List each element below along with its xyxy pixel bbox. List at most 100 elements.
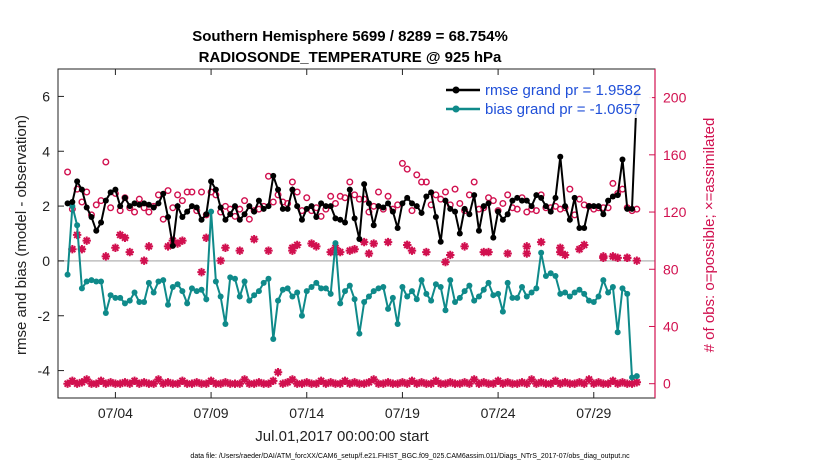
- bias-point: [165, 301, 172, 308]
- assimilated-baseline-point: [221, 378, 230, 387]
- assimilated-baseline-point: [594, 378, 603, 387]
- bias-point: [83, 278, 90, 285]
- possible-obs-point: [441, 188, 449, 196]
- assimilated-baseline-point: [249, 379, 259, 388]
- assimilated-obs-point: [264, 246, 273, 255]
- assimilated-obs-point: [68, 245, 77, 254]
- assimilated-baseline-point: [240, 375, 249, 384]
- bias-point: [69, 203, 76, 210]
- bias-point: [528, 289, 535, 296]
- assimilated-baseline-point: [154, 375, 163, 384]
- rmse-point: [495, 208, 502, 215]
- assimilated-obs-point: [359, 237, 369, 247]
- bias-point: [212, 278, 219, 285]
- rmse-point: [619, 156, 626, 163]
- assimilated-obs-point: [216, 256, 225, 265]
- bias-point: [413, 296, 420, 303]
- rmse-point: [246, 203, 253, 210]
- rmse-point: [217, 204, 224, 211]
- rmse-point: [165, 214, 172, 221]
- possible-obs-point: [183, 188, 191, 196]
- bias-point: [557, 290, 564, 297]
- assimilated-baseline-point: [321, 379, 331, 388]
- rmse-point: [102, 197, 109, 204]
- legend: rmse grand pr = 1.9582 bias grand pr = -…: [440, 78, 652, 118]
- bias-point: [466, 282, 473, 289]
- bias-point: [356, 330, 363, 337]
- assimilated-obs-point: [479, 247, 488, 257]
- assimilated-baseline-point: [206, 376, 216, 386]
- assimilated-obs-point: [599, 252, 608, 261]
- assimilated-baseline-point: [493, 376, 503, 386]
- bias-point: [576, 286, 583, 293]
- assimilated-obs-point: [336, 247, 345, 257]
- assimilated-baseline-point: [259, 379, 268, 388]
- assimilated-baseline-point: [580, 379, 589, 388]
- y-tick-label: -4: [38, 363, 51, 379]
- rmse-point: [260, 205, 267, 212]
- possible-obs-point: [504, 191, 512, 199]
- assimilated-obs-point: [632, 256, 642, 265]
- bias-point: [346, 282, 353, 289]
- bias-point: [284, 285, 291, 292]
- rmse-point: [193, 204, 200, 211]
- bias-point: [145, 279, 152, 286]
- bias-point: [380, 283, 387, 290]
- rmse-point: [212, 186, 219, 193]
- assimilated-baseline-point: [230, 379, 240, 388]
- bias-point: [141, 299, 148, 306]
- assimilated-baseline-point: [546, 379, 555, 388]
- assimilated-baseline-point: [551, 376, 560, 386]
- assimilated-baseline-point: [455, 379, 465, 388]
- assimilated-obs-point: [422, 247, 431, 257]
- bias-point: [318, 285, 325, 292]
- rmse-point: [523, 197, 530, 204]
- rmse-point: [514, 194, 521, 201]
- assimilated-baseline-point: [264, 379, 273, 388]
- possible-obs-point: [164, 187, 172, 195]
- rmse-point: [145, 201, 152, 208]
- assimilated-baseline-point: [393, 379, 402, 388]
- assimilated-baseline-point: [613, 379, 622, 388]
- assimilated-baseline-point: [603, 379, 613, 388]
- bias-point: [107, 292, 114, 299]
- assimilated-baseline-point: [125, 379, 134, 388]
- assimilated-baseline-point: [632, 378, 642, 387]
- assimilated-obs-point: [407, 246, 417, 255]
- bias-point: [322, 285, 329, 292]
- bias-point: [490, 292, 497, 299]
- assimilated-obs-point: [364, 249, 374, 258]
- assimilated-baseline-point: [426, 379, 436, 388]
- bias-point: [581, 290, 588, 297]
- possible-obs-point: [135, 195, 143, 203]
- possible-obs-point: [432, 191, 440, 199]
- bias-point: [246, 297, 253, 304]
- rmse-point: [466, 211, 473, 218]
- assimilated-baseline-point: [302, 378, 311, 387]
- possible-obs-point: [327, 192, 335, 200]
- rmse-point: [169, 242, 176, 249]
- bias-point: [102, 310, 109, 317]
- rmse-point: [117, 203, 124, 210]
- assimilated-baseline-point: [316, 376, 326, 386]
- assimilated-baseline-point: [431, 376, 441, 386]
- rmse-point: [542, 203, 549, 210]
- assimilated-baseline-point: [115, 379, 125, 388]
- bias-point: [88, 277, 95, 284]
- assimilated-baseline-point: [340, 376, 350, 386]
- rmse-point: [456, 230, 463, 237]
- assimilated-baseline-point: [149, 379, 158, 388]
- rmse-point: [552, 194, 559, 201]
- bias-point: [198, 286, 205, 293]
- bias-point: [600, 277, 607, 284]
- legend-bias-label: bias grand pr = -1.0657: [485, 101, 641, 118]
- rmse-point: [279, 205, 286, 212]
- y-right-tick-label: 200: [663, 90, 687, 106]
- rmse-point: [519, 197, 526, 204]
- y-tick-label: 2: [42, 198, 50, 214]
- bias-point: [93, 278, 100, 285]
- assimilated-baseline-point: [297, 379, 307, 388]
- possible-obs-point: [384, 192, 392, 200]
- assimilated-obs-point: [522, 249, 531, 258]
- possible-obs-point: [83, 188, 91, 196]
